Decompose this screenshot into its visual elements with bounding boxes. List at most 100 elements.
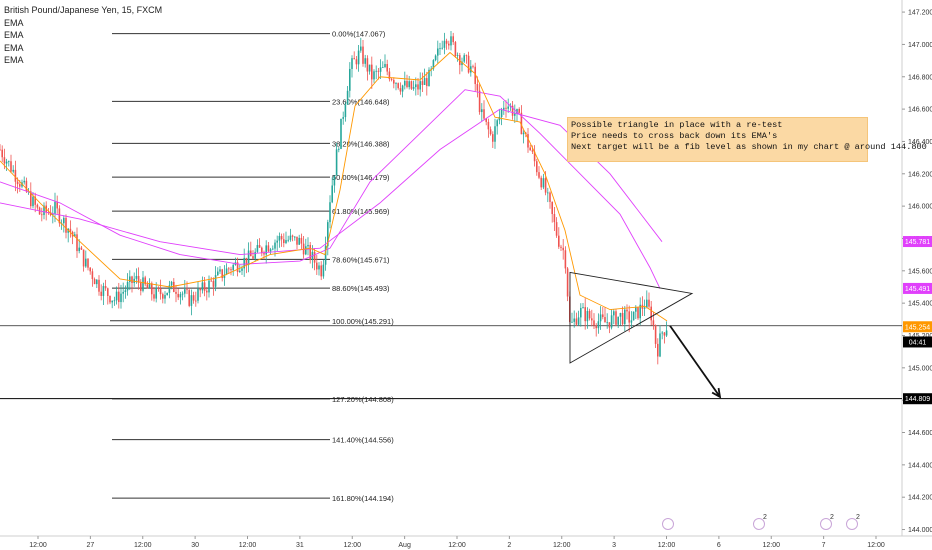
candle-body[interactable]	[520, 112, 523, 135]
triangle-pattern-drawing[interactable]	[569, 271, 694, 364]
candle-body[interactable]	[243, 257, 245, 269]
candle-body[interactable]	[36, 204, 39, 208]
candle-body[interactable]	[252, 256, 254, 259]
candle-body[interactable]	[377, 70, 380, 72]
candle-body[interactable]	[465, 55, 468, 57]
candle-body[interactable]	[439, 48, 441, 49]
candle-body[interactable]	[364, 58, 366, 64]
candle-body[interactable]	[104, 286, 107, 289]
candle-body[interactable]	[217, 271, 219, 276]
candle-body[interactable]	[351, 58, 353, 69]
calendar-event-icon[interactable]	[846, 518, 858, 530]
candle-body[interactable]	[423, 78, 426, 85]
candle-body[interactable]	[155, 287, 157, 299]
candle-body[interactable]	[630, 320, 633, 323]
candle-body[interactable]	[584, 307, 586, 322]
candle-body[interactable]	[87, 258, 89, 268]
candle-body[interactable]	[432, 60, 435, 69]
candle-body[interactable]	[320, 265, 322, 277]
candle-body[interactable]	[595, 325, 597, 329]
candle-body[interactable]	[294, 236, 296, 238]
candle-body[interactable]	[384, 64, 386, 68]
candle-body[interactable]	[349, 68, 351, 91]
candle-body[interactable]	[140, 282, 142, 291]
candle-body[interactable]	[184, 289, 186, 294]
candle-body[interactable]	[560, 246, 562, 248]
candle-body[interactable]	[186, 289, 188, 291]
candle-body[interactable]	[478, 90, 481, 113]
candle-body[interactable]	[531, 150, 534, 152]
candle-body[interactable]	[654, 325, 657, 344]
candle-body[interactable]	[379, 67, 382, 72]
candle-body[interactable]	[307, 244, 309, 247]
candle-body[interactable]	[632, 311, 635, 321]
candle-body[interactable]	[586, 310, 589, 322]
ema-line-slow[interactable]	[0, 89, 661, 289]
candle-body[interactable]	[428, 69, 430, 87]
candle-body[interactable]	[82, 249, 85, 267]
candle-body[interactable]	[487, 121, 490, 130]
ema-indicator-2[interactable]: EMA	[4, 30, 24, 41]
candle-body[interactable]	[518, 108, 520, 113]
candle-body[interactable]	[206, 290, 208, 293]
candle-body[interactable]	[177, 293, 179, 298]
candle-body[interactable]	[564, 250, 567, 269]
candle-body[interactable]	[426, 78, 428, 87]
candle-body[interactable]	[157, 287, 160, 289]
candle-body[interactable]	[241, 268, 243, 271]
candle-body[interactable]	[151, 283, 153, 295]
candle-body[interactable]	[619, 313, 622, 317]
candle-body[interactable]	[280, 236, 283, 240]
candle-body[interactable]	[89, 267, 91, 272]
candle-body[interactable]	[386, 64, 388, 72]
candle-body[interactable]	[362, 46, 364, 64]
candle-body[interactable]	[168, 285, 171, 293]
candle-body[interactable]	[296, 236, 298, 245]
candle-body[interactable]	[225, 268, 228, 275]
candle-body[interactable]	[245, 257, 248, 266]
ema-indicator-1[interactable]: EMA	[4, 17, 24, 28]
candle-body[interactable]	[100, 291, 102, 296]
candle-body[interactable]	[344, 104, 347, 118]
candle-body[interactable]	[69, 228, 72, 232]
candle-body[interactable]	[397, 83, 399, 89]
candle-body[interactable]	[65, 217, 67, 233]
candle-body[interactable]	[511, 105, 514, 116]
candle-body[interactable]	[78, 247, 80, 252]
candle-body[interactable]	[597, 321, 600, 329]
candle-body[interactable]	[122, 291, 124, 294]
candle-body[interactable]	[318, 265, 320, 270]
candle-body[interactable]	[637, 307, 639, 319]
candle-body[interactable]	[316, 262, 318, 270]
candle-body[interactable]	[593, 320, 595, 326]
candle-body[interactable]	[602, 314, 604, 318]
candle-body[interactable]	[467, 55, 470, 73]
candle-body[interactable]	[333, 175, 336, 186]
candle-body[interactable]	[274, 242, 276, 249]
candle-body[interactable]	[613, 311, 615, 316]
candle-body[interactable]	[212, 280, 215, 287]
candle-body[interactable]	[181, 293, 184, 295]
candle-body[interactable]	[118, 291, 120, 303]
candle-body[interactable]	[393, 79, 395, 84]
candle-body[interactable]	[500, 109, 503, 117]
candle-body[interactable]	[538, 172, 540, 178]
candle-body[interactable]	[58, 208, 61, 224]
candle-body[interactable]	[529, 147, 531, 151]
candle-body[interactable]	[663, 332, 666, 336]
candle-body[interactable]	[650, 306, 652, 321]
candle-body[interactable]	[142, 277, 144, 291]
candle-body[interactable]	[390, 79, 393, 80]
candle-body[interactable]	[214, 275, 217, 287]
candle-body[interactable]	[263, 253, 265, 255]
candle-body[interactable]	[269, 249, 272, 252]
candle-body[interactable]	[338, 148, 340, 150]
candle-body[interactable]	[19, 184, 21, 187]
candle-body[interactable]	[661, 332, 663, 334]
candle-body[interactable]	[331, 185, 333, 203]
candle-body[interactable]	[192, 295, 195, 301]
candle-body[interactable]	[456, 55, 459, 57]
candle-body[interactable]	[549, 192, 551, 202]
candle-body[interactable]	[124, 290, 127, 292]
